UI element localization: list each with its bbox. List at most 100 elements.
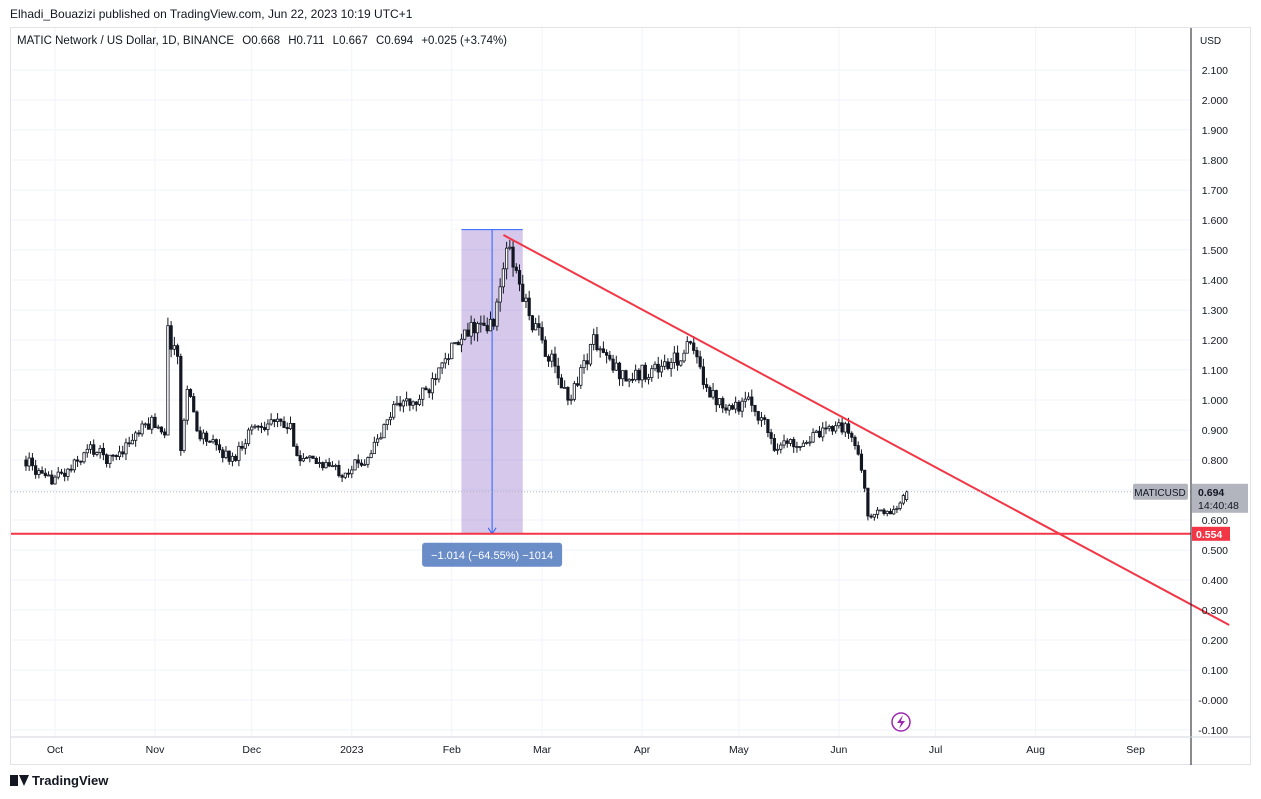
candle-body: [775, 448, 780, 451]
price-tick-label: 1.800: [1202, 155, 1228, 167]
candle-body: [334, 464, 338, 467]
candle: [737, 400, 741, 415]
candle: [105, 453, 109, 468]
candle-body: [301, 458, 305, 462]
candle: [272, 419, 276, 428]
candle-body: [266, 423, 270, 431]
candle: [682, 349, 686, 364]
candle-body: [508, 246, 512, 249]
candle: [259, 422, 264, 434]
price-tick-label: 1.200: [1202, 335, 1228, 347]
candle-body: [453, 342, 457, 344]
candle-body: [866, 487, 870, 517]
candle: [672, 346, 676, 369]
drawn-lines: [11, 234, 1230, 626]
candle: [511, 239, 515, 277]
candle-body: [614, 362, 618, 371]
candle-body: [666, 361, 670, 369]
candle: [95, 451, 99, 457]
candle: [553, 346, 557, 374]
candle-body: [437, 367, 441, 380]
candle-body: [556, 365, 560, 379]
candle-body: [440, 362, 444, 369]
candle: [230, 452, 235, 467]
candle-body: [895, 507, 899, 510]
candle: [417, 394, 422, 407]
candle-body: [743, 398, 747, 402]
candle: [453, 342, 457, 345]
candle-body: [830, 425, 835, 432]
candle-body: [275, 418, 280, 422]
candle: [527, 290, 531, 321]
candle: [898, 501, 902, 511]
candle: [205, 430, 209, 446]
candle: [134, 430, 138, 447]
candle-body: [179, 355, 183, 451]
candle-body: [395, 402, 399, 405]
candle: [301, 453, 305, 463]
candle: [543, 336, 547, 357]
candle-body: [608, 354, 612, 360]
candle-body: [105, 454, 109, 464]
candle: [724, 404, 728, 414]
candle: [340, 473, 344, 483]
candle-body: [834, 425, 838, 432]
candle-body: [682, 352, 686, 362]
candle-body: [40, 470, 44, 474]
candle: [821, 422, 825, 442]
candle-body: [56, 471, 60, 478]
candle-body: [146, 423, 151, 430]
candle: [101, 442, 105, 461]
candle: [834, 421, 838, 434]
candle: [859, 449, 864, 473]
candle-body: [188, 389, 193, 397]
candle: [143, 422, 147, 428]
candle: [263, 421, 267, 432]
candle: [901, 493, 905, 506]
legend-high: 0.711: [296, 35, 325, 47]
candle-body: [769, 432, 773, 439]
candle: [356, 454, 360, 469]
candle-body: [295, 445, 299, 456]
tradingview-footer[interactable]: TradingView: [10, 773, 108, 788]
candle-body: [475, 323, 480, 334]
candle: [779, 442, 783, 454]
candle: [437, 367, 441, 383]
candle-body: [317, 462, 322, 464]
candle: [98, 445, 102, 459]
candle: [324, 459, 328, 469]
candle: [727, 403, 731, 416]
candle-body: [63, 472, 67, 477]
candle-body: [530, 315, 535, 331]
candle: [701, 358, 705, 390]
candle: [198, 426, 202, 442]
candle: [275, 413, 280, 428]
candle: [566, 386, 570, 406]
candle-body: [846, 423, 851, 434]
candle: [243, 438, 247, 455]
candle: [559, 374, 564, 389]
candle-body: [814, 430, 818, 434]
time-tick-label: Aug: [1026, 744, 1045, 756]
candle: [37, 468, 41, 479]
candle-body: [98, 447, 102, 453]
candle-body: [221, 449, 225, 458]
candle: [201, 429, 205, 445]
candle-body: [479, 322, 483, 325]
candle-body: [311, 455, 315, 459]
time-tick-label: Jun: [830, 744, 847, 756]
candle-body: [137, 432, 141, 435]
candle: [88, 441, 93, 454]
candle: [698, 350, 702, 370]
candle-body: [211, 439, 215, 443]
candle: [605, 349, 609, 364]
candle-body: [837, 422, 841, 427]
candle: [837, 418, 841, 429]
price-tick-label: 1.100: [1202, 365, 1228, 377]
candle-body: [350, 469, 354, 475]
candle-body: [511, 246, 515, 268]
candle-body: [785, 440, 789, 444]
price-tick-label: 0.500: [1202, 545, 1228, 557]
legend-low-label: L: [332, 35, 340, 47]
